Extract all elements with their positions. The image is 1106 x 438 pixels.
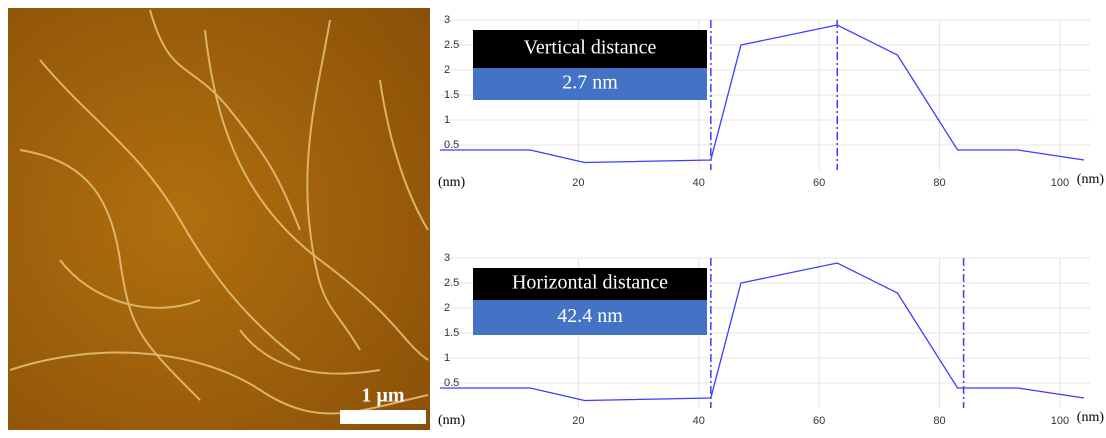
annotation-value: 2.7 nm (562, 72, 618, 94)
afm-image: 1 µm (8, 8, 430, 430)
x-tick-label: 80 (933, 177, 945, 189)
x-tick-label: 40 (693, 415, 705, 427)
y-tick-label: 0.5 (444, 139, 459, 151)
line-chart: 0.5 1 1.5 2 2.5 3 20 40 60 80 100 (nm) (nm) Horizonta… (438, 252, 1104, 428)
figure: 1 µm 0.5 1 1.5 2 2.5 3 20 40 60 80 100 (nm) (nm) Vert… (0, 0, 1106, 433)
scale-bar (340, 410, 426, 424)
y-tick-label: 2 (444, 64, 450, 76)
x-tick-label: 60 (813, 415, 825, 427)
x-tick-label: 80 (933, 415, 945, 427)
y-tick-label: 0.5 (444, 377, 459, 389)
scale-label: 1 µm (361, 385, 405, 407)
x-unit-label: (nm) (1077, 172, 1105, 187)
x-unit-label: (nm) (1077, 410, 1105, 425)
y-unit-label: (nm) (438, 413, 466, 428)
y-tick-label: 1.5 (444, 327, 459, 339)
y-unit-label: (nm) (438, 175, 466, 190)
x-tick-label: 40 (693, 177, 705, 189)
annotation-value: 42.4 nm (557, 305, 623, 327)
y-tick-label: 1 (444, 114, 450, 126)
x-tick-label: 20 (572, 415, 584, 427)
x-tick-label: 100 (1051, 177, 1069, 189)
y-tick-label: 1.5 (444, 89, 459, 101)
x-tick-label: 100 (1051, 415, 1069, 427)
y-tick-label: 2.5 (444, 39, 459, 51)
x-tick-label: 60 (813, 177, 825, 189)
y-tick-label: 2 (444, 302, 450, 314)
y-tick-label: 1 (444, 352, 450, 364)
annotation-title: Horizontal distance (512, 272, 668, 294)
line-chart: 0.5 1 1.5 2 2.5 3 20 40 60 80 100 (nm) (nm) Vertical … (438, 14, 1104, 190)
annotation-title: Vertical distance (524, 37, 657, 59)
x-tick-label: 20 (572, 177, 584, 189)
y-tick-label: 3 (444, 14, 450, 26)
y-tick-label: 2.5 (444, 277, 459, 289)
afm-background (8, 8, 430, 430)
y-tick-label: 3 (444, 252, 450, 264)
